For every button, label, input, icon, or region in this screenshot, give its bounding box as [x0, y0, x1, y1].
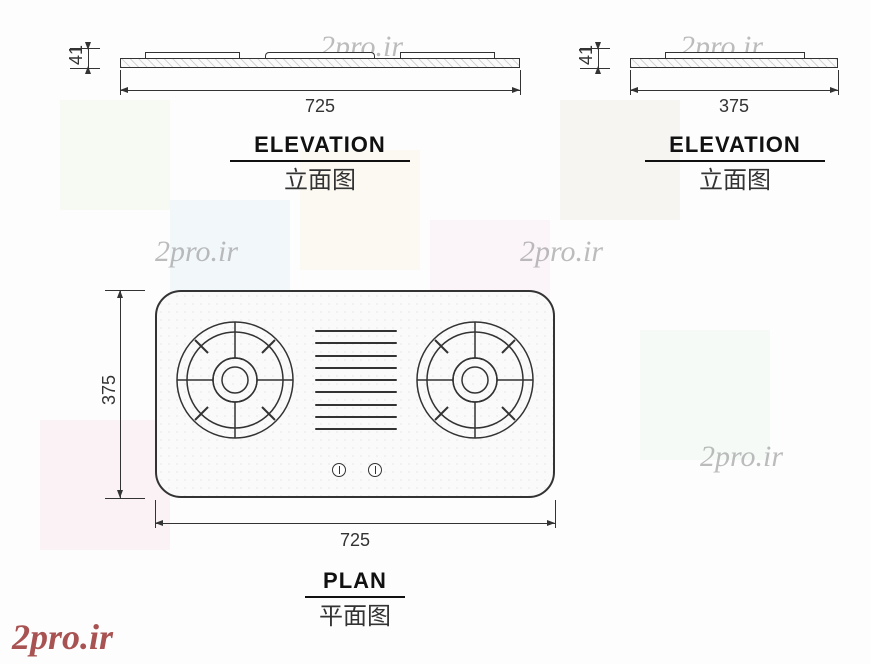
dim-line — [598, 48, 599, 68]
dim-ext — [105, 290, 145, 291]
grill-bar — [315, 391, 397, 393]
grill-bar — [315, 355, 397, 357]
dim-arrow-icon — [120, 87, 128, 93]
dim-text: 725 — [120, 96, 520, 117]
dim-arrow-icon — [830, 87, 838, 93]
dim-text: 41 — [576, 40, 597, 70]
grill-bar — [315, 416, 397, 418]
knob — [368, 463, 382, 477]
dim-ext — [105, 498, 145, 499]
side-elevation-view: 41 375 ELEVATION 立面图 — [580, 40, 860, 220]
grill-bar — [315, 330, 397, 332]
grill-center — [315, 330, 397, 430]
dim-arrow-icon — [630, 87, 638, 93]
dim-line — [630, 90, 838, 91]
dim-arrow-icon — [512, 87, 520, 93]
burner-right — [410, 315, 540, 445]
view-title: PLAN — [305, 568, 405, 598]
dim-arrow-icon — [547, 520, 555, 526]
plan-view: 375 — [95, 280, 655, 650]
dim-line — [120, 290, 121, 498]
bg-patch — [640, 330, 770, 460]
dim-text: 41 — [66, 40, 87, 70]
dim-text: 375 — [630, 96, 838, 117]
burner-elevation — [665, 52, 805, 58]
dim-ext — [520, 70, 521, 95]
view-title: ELEVATION — [230, 132, 410, 162]
grill-bar — [315, 428, 397, 430]
dim-arrow-icon — [155, 520, 163, 526]
burner-elevation — [265, 52, 375, 58]
dim-arrow-icon — [117, 290, 123, 298]
slab — [120, 58, 520, 68]
dim-ext — [838, 70, 839, 95]
dim-text: 725 — [155, 530, 555, 551]
slab — [630, 58, 838, 68]
knob — [332, 463, 346, 477]
view-subtitle: 立面图 — [230, 160, 410, 195]
grill-bar — [315, 404, 397, 406]
dim-line — [88, 48, 89, 68]
grill-bar — [315, 367, 397, 369]
grill-bar — [315, 379, 397, 381]
burner-elevation — [145, 52, 240, 58]
dim-line — [120, 90, 520, 91]
dim-line — [155, 523, 555, 524]
grill-bar — [315, 342, 397, 344]
front-elevation-view: 41 725 ELEVATION 立面图 — [70, 40, 540, 220]
dim-ext — [555, 500, 556, 528]
burner-elevation — [400, 52, 495, 58]
burner-left — [170, 315, 300, 445]
view-subtitle: 立面图 — [645, 160, 825, 195]
view-title: ELEVATION — [645, 132, 825, 162]
view-subtitle: 平面图 — [290, 596, 420, 631]
dim-text: 375 — [99, 365, 120, 415]
dim-arrow-icon — [117, 490, 123, 498]
